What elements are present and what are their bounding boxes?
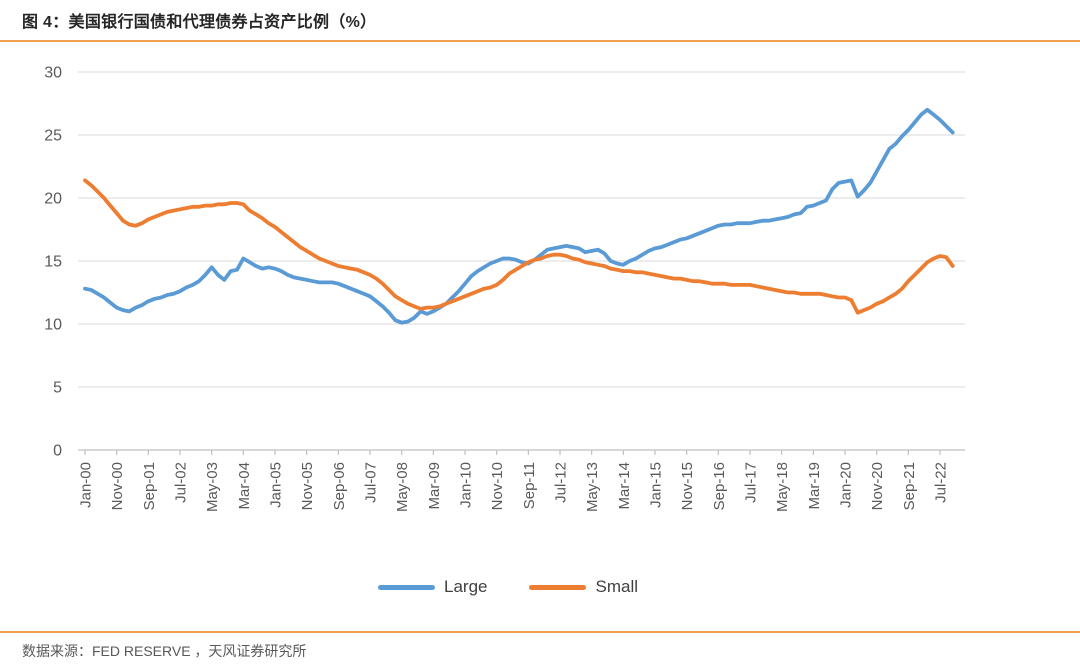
x-tick-label: Nov-10 — [489, 462, 506, 510]
series-line-small — [83, 178, 955, 315]
x-tick-label: Nov-00 — [109, 462, 126, 510]
chart-legend: Large Small — [378, 577, 638, 597]
title-divider-rule — [0, 40, 1080, 42]
legend-label-small: Small — [595, 577, 638, 596]
x-tick-label: Jan-10 — [458, 462, 475, 508]
x-tick-label: Jul-02 — [173, 462, 190, 503]
y-tick-label: 5 — [53, 380, 62, 397]
legend-label-large: Large — [444, 577, 488, 596]
y-tick-label: 0 — [53, 443, 62, 460]
x-tick-label: Sep-06 — [331, 462, 348, 510]
x-tick-label: Jan-05 — [268, 462, 285, 508]
x-tick-label: Jul-12 — [553, 462, 570, 503]
x-tick-label: Jul-22 — [933, 462, 950, 503]
x-tick-label: Nov-20 — [869, 462, 886, 510]
y-tick-label: 15 — [44, 254, 62, 271]
y-tick-label: 25 — [44, 128, 62, 145]
source-divider-rule — [0, 631, 1080, 633]
x-tick-label: May-08 — [394, 462, 411, 512]
x-tick-label: Nov-15 — [679, 462, 696, 510]
x-tick-label: Nov-05 — [299, 462, 316, 510]
x-tick-label: Jan-00 — [78, 462, 95, 508]
legend-swatch-small — [529, 584, 587, 590]
x-tick-label: Mar-14 — [616, 462, 633, 510]
x-tick-label: Mar-19 — [806, 462, 823, 510]
x-tick-label: Sep-11 — [521, 462, 538, 509]
x-tick-label: Sep-16 — [711, 462, 728, 510]
x-tick-label: Sep-01 — [141, 462, 158, 510]
x-tick-label: Sep-21 — [901, 462, 918, 510]
y-tick-label: 30 — [44, 65, 62, 82]
x-tick-label: Mar-04 — [236, 462, 253, 510]
x-tick-label: May-03 — [204, 462, 221, 512]
legend-swatch-large — [378, 584, 435, 590]
x-tick-label: Jul-07 — [363, 462, 380, 503]
series-line-large — [83, 107, 955, 325]
y-tick-label: 20 — [44, 191, 62, 208]
x-tick-label: May-13 — [584, 462, 601, 512]
figure-title: 图 4：美国银行国债和代理债券占资产比例（%） — [22, 14, 377, 31]
x-tick-label: Mar-09 — [426, 462, 443, 510]
x-tick-label: Jan-20 — [838, 462, 855, 508]
x-tick-label: May-18 — [774, 462, 791, 512]
source-note: 数据来源：FED RESERVE ，天风证券研究所 — [22, 643, 307, 659]
x-tick-label: Jul-17 — [743, 462, 760, 503]
y-tick-label: 10 — [44, 317, 62, 334]
x-tick-label: Jan-15 — [648, 462, 665, 508]
